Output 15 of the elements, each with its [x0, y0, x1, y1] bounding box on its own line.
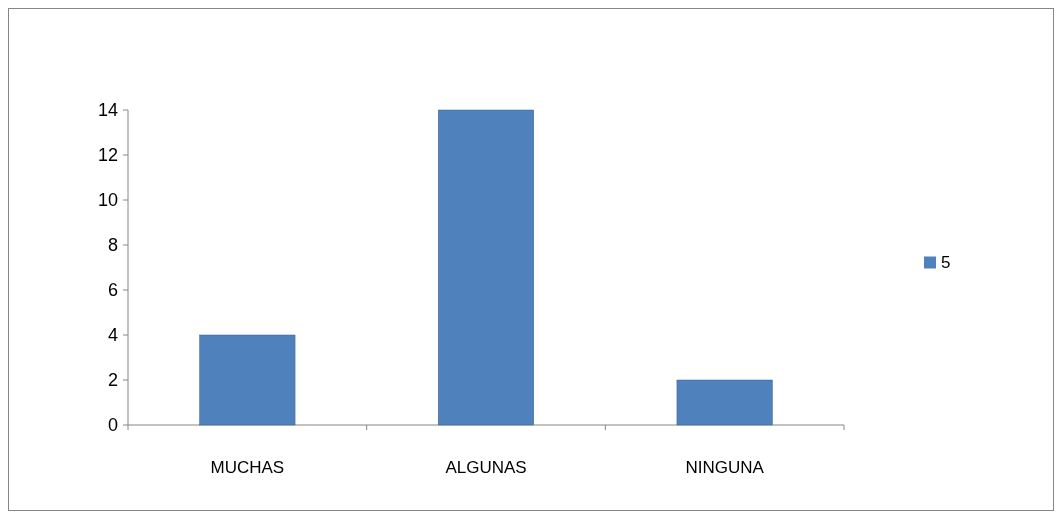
bar	[676, 379, 773, 426]
y-tick-label: 14	[97, 100, 118, 121]
y-tick-label: 12	[97, 145, 118, 166]
x-tick-label: NINGUNA	[685, 458, 765, 477]
x-tick-label: ALGUNAS	[445, 458, 527, 477]
y-tick-label: 10	[97, 190, 118, 211]
bar	[438, 109, 534, 426]
bar	[199, 334, 296, 426]
y-tick-label: 2	[107, 370, 118, 391]
y-tick-label: 4	[107, 325, 118, 346]
y-tick-label: 8	[107, 235, 118, 256]
y-tick-label: 6	[107, 280, 118, 301]
x-tick-label: MUCHAS	[210, 458, 285, 477]
legend-label: 5	[941, 253, 951, 273]
y-tick-label: 0	[107, 415, 118, 436]
